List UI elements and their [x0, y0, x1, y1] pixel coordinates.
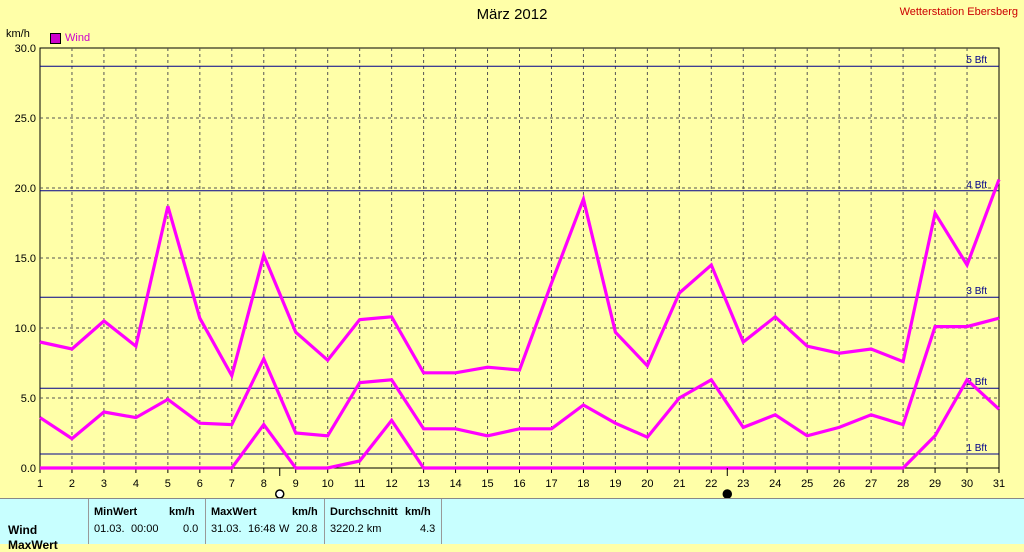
y-tick-label: 10.0	[15, 323, 36, 335]
min-value: 0.0	[183, 523, 199, 535]
y-tick-label: 25.0	[15, 113, 36, 125]
beaufort-label: 2 Bft	[966, 377, 987, 388]
stats-label-column: Wind MaxWert	[0, 499, 89, 552]
beaufort-label: 5 Bft	[966, 55, 987, 66]
series-line-min	[40, 377, 1001, 470]
avg-header: Durchschnitt	[330, 506, 398, 518]
beaufort-label: 1 Bft	[966, 443, 987, 454]
x-tick-label: 30	[961, 478, 973, 490]
y-tick-label: 0.0	[21, 463, 36, 475]
avg-unit: km/h	[405, 506, 431, 518]
series-line-max	[39, 179, 1001, 380]
x-tick-label: 23	[737, 478, 749, 490]
min-time: 00:00	[131, 523, 159, 535]
x-tick-label: 26	[833, 478, 845, 490]
x-tick-label: 12	[386, 478, 398, 490]
x-tick-label: 16	[513, 478, 525, 490]
x-tick-label: 1	[37, 478, 43, 490]
min-date: 01.03.	[94, 523, 125, 535]
y-tick-label: 15.0	[15, 253, 36, 265]
max-value: 20.8	[296, 523, 318, 535]
max-time: 16:48	[248, 523, 276, 535]
min-unit: km/h	[169, 506, 195, 518]
legend: Wind	[50, 32, 90, 44]
station-name: Wetterstation Ebersberg	[899, 6, 1018, 18]
x-tick-label: 8	[261, 478, 267, 490]
x-tick-label: 9	[293, 478, 299, 490]
legend-label: Wind	[65, 32, 91, 44]
y-axis-unit: km/h	[6, 28, 30, 40]
x-tick-label: 18	[577, 478, 589, 490]
x-tick-label: 25	[801, 478, 813, 490]
x-tick-label: 20	[641, 478, 653, 490]
avg-total: 3220.2 km	[330, 523, 382, 535]
new-moon-icon	[722, 489, 733, 498]
x-tick-label: 17	[545, 478, 557, 490]
x-tick-label: 10	[322, 478, 334, 490]
x-tick-label: 22	[705, 478, 717, 490]
x-tick-label: 3	[101, 478, 107, 490]
y-tick-label: 30.0	[15, 43, 36, 55]
stats-row-label: Wind	[8, 523, 38, 537]
x-tick-label: 11	[354, 478, 365, 490]
max-direction: W	[279, 523, 290, 535]
wind-chart: 1 2 3 4 5 6 7 8 9 10 11 12 13 14 15 16 17 18 19 20 21 22 23 24 2…	[15, 43, 1005, 498]
stats-max-column: MaxWert km/h 31.03. 16:48 W 20.8	[206, 499, 325, 544]
x-tick-label: 13	[417, 478, 429, 490]
stats-avg-column: Durchschnitt km/h 3220.2 km 4.3	[325, 499, 442, 544]
x-tick-label: 24	[769, 478, 781, 490]
stats-row-label-2: MaxWert	[8, 538, 58, 552]
series-line-average	[39, 316, 1000, 441]
x-tick-label: 28	[897, 478, 909, 490]
x-tick-label: 29	[929, 478, 941, 490]
avg-value: 4.3	[420, 523, 436, 535]
beaufort-label: 4 Bft	[966, 180, 987, 191]
x-tick-label: 4	[133, 478, 139, 490]
legend-swatch	[50, 32, 61, 44]
x-tick-label: 5	[165, 478, 171, 490]
max-unit: km/h	[292, 506, 318, 518]
x-tick-label: 15	[481, 478, 493, 490]
x-tick-label: 27	[865, 478, 877, 490]
max-header: MaxWert	[211, 506, 257, 518]
chart-title: März 2012	[476, 6, 548, 23]
full-moon-icon	[275, 489, 285, 498]
min-header: MinWert	[94, 506, 138, 518]
x-tick-label: 6	[197, 478, 203, 490]
x-tick-label: 19	[609, 478, 621, 490]
x-tick-label: 2	[69, 478, 75, 490]
stats-panel: Wind MaxWert MinWert km/h 01.03. 00:00 0…	[0, 498, 1024, 552]
beaufort-label: 3 Bft	[966, 286, 987, 297]
x-tick-label: 21	[673, 478, 685, 490]
y-tick-label: 5.0	[21, 393, 36, 405]
x-tick-label: 14	[449, 478, 461, 490]
stats-min-column: MinWert km/h 01.03. 00:00 0.0	[89, 499, 206, 544]
x-tick-label: 31	[993, 478, 1005, 490]
x-tick-label: 7	[229, 478, 235, 490]
max-date: 31.03.	[211, 523, 242, 535]
y-tick-label: 20.0	[15, 183, 36, 195]
